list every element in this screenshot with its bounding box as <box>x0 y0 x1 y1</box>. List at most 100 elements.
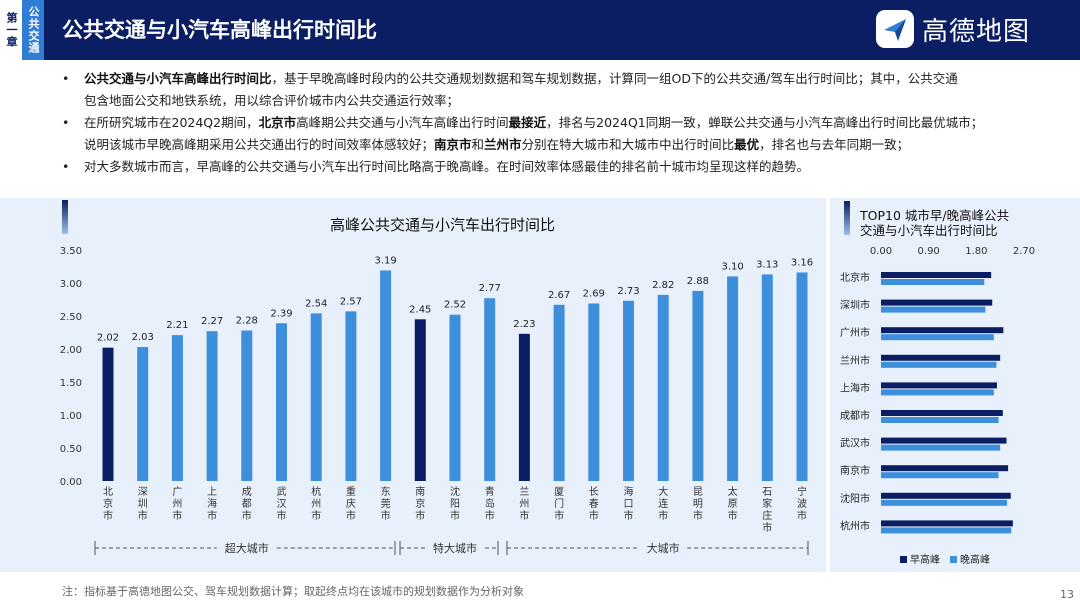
amap-logo-icon <box>876 10 914 48</box>
bar-厦门市 <box>553 304 565 481</box>
bullet-text: 说明该城市早晚高峰期采用公共交通出行的时间效率体感较好； <box>84 137 435 152</box>
bar-石家庄市 <box>761 274 773 481</box>
bullet-item: 在所研究城市在2024Q2期间，北京市高峰期公共交通与小汽车高峰出行时间最接近，… <box>62 112 1032 156</box>
bar-青岛市 <box>484 298 496 481</box>
x-tick-label-char: 市 <box>624 509 634 522</box>
category-label: 北京市 <box>840 271 870 284</box>
bar-value-label: 3.16 <box>791 257 813 268</box>
bar-value-label: 2.27 <box>201 316 223 327</box>
category-label: 上海市 <box>840 381 870 394</box>
bar-早高峰-武汉市 <box>881 437 1007 444</box>
bar-value-label: 2.45 <box>409 304 431 315</box>
bar-大连市 <box>657 294 669 481</box>
bar-value-label: 2.39 <box>270 308 292 319</box>
bar-早高峰-上海市 <box>881 382 997 389</box>
x-tick-label: 0.90 <box>918 246 940 257</box>
x-tick-label-char: 市 <box>519 509 529 522</box>
bullet-bold-text: 兰州市 <box>484 137 522 152</box>
bar-北京市 <box>102 347 114 481</box>
bar-value-label: 3.10 <box>721 261 743 272</box>
x-tick-label-char: 岛 <box>485 497 495 510</box>
bar-晚高峰-武汉市 <box>881 444 1001 451</box>
x-tick-label-char: 市 <box>797 509 807 522</box>
bar-晚高峰-杭州市 <box>881 527 1012 534</box>
x-tick-label-char: 明 <box>693 498 703 510</box>
bar-东莞市 <box>380 270 392 481</box>
bar-早高峰-深圳市 <box>881 299 993 306</box>
x-tick-label-char: 京 <box>415 497 425 510</box>
bar-早高峰-广州市 <box>881 327 1004 334</box>
bar-value-label: 2.73 <box>617 286 639 297</box>
bar-value-label: 3.13 <box>756 259 778 270</box>
legend-label: 早高峰 <box>910 553 940 566</box>
bar-晚高峰-上海市 <box>881 389 994 396</box>
x-tick-label-char: 都 <box>242 498 252 510</box>
x-tick-label-char: 宁 <box>797 485 807 498</box>
x-tick-label-char: 太 <box>728 485 738 498</box>
section-label: 公共交通 <box>27 6 40 54</box>
bar-晚高峰-广州市 <box>881 334 994 341</box>
bar-晚高峰-北京市 <box>881 279 985 285</box>
x-tick-label-char: 市 <box>138 509 148 522</box>
bar-value-label: 2.54 <box>305 298 327 309</box>
bullet-bold-text: 南京市 <box>434 137 472 152</box>
x-tick-label-char: 庆 <box>346 497 356 510</box>
bullet-bold-text: 公共交通与小汽车高峰出行时间比 <box>84 71 272 86</box>
bar-早高峰-成都市 <box>881 410 1003 416</box>
x-tick-label-char: 市 <box>172 509 182 522</box>
bar-晚高峰-成都市 <box>881 417 999 423</box>
x-tick-label-char: 市 <box>450 509 460 522</box>
bullet-text: ，基于早晚高峰时段内的公共交通规划数据和驾车规划数据，计算同一组OD下的公共交通… <box>271 71 958 86</box>
bar-晚高峰-深圳市 <box>881 306 986 313</box>
x-tick-label-char: 春 <box>589 498 599 510</box>
x-tick-label-char: 东 <box>381 485 391 498</box>
category-label: 武汉市 <box>840 437 870 450</box>
x-tick-label-char: 市 <box>693 509 703 522</box>
top10-bar-chart: 0.00 0.90 1.80 2.70 北京市深圳市广州市兰州市上海市成都市武汉市南京市… <box>840 246 1035 566</box>
x-tick-label-char: 市 <box>346 509 356 522</box>
side-chart-title-line1: TOP10 城市早/晚高峰公共 <box>860 208 1010 223</box>
y-tick-label: 0.00 <box>60 477 82 488</box>
bar-value-label: 2.57 <box>340 296 362 307</box>
x-tick-label-char: 家 <box>762 497 772 510</box>
chart-accent-bar <box>62 200 68 234</box>
x-tick-label-char: 莞 <box>381 498 391 510</box>
bar-宁波市 <box>796 272 808 481</box>
chapter-label: 第一章 <box>5 12 18 48</box>
bar-value-label: 2.52 <box>444 300 466 311</box>
x-tick-label-char: 南 <box>415 485 425 498</box>
bar-value-label: 2.77 <box>479 283 501 294</box>
y-tick-label: 1.50 <box>60 378 82 389</box>
bullet-text: 包含地面公交和地铁系统，用以综合评价城市内公共交通运行效率； <box>84 93 460 108</box>
bar-value-label: 2.67 <box>548 290 570 301</box>
x-tick-label-char: 庄 <box>762 509 772 522</box>
footnote: 注：指标基于高德地图公交、驾车规划数据计算；取起终点均在该城市的规划数据作为分析… <box>62 585 524 598</box>
bullet-line: 包含地面公交和地铁系统，用以综合评价城市内公共交通运行效率； <box>84 90 1032 112</box>
bar-杭州市 <box>310 313 322 481</box>
x-tick-label: 2.70 <box>1013 246 1035 257</box>
legend-swatch <box>900 556 907 563</box>
bullet-text: 对大多数城市而言，早高峰的公共交通与小汽车出行时间比略高于晚高峰。在时间效率体感… <box>84 159 810 174</box>
x-tick-label-char: 市 <box>589 509 599 522</box>
category-label: 杭州市 <box>840 519 870 532</box>
y-tick-label: 3.00 <box>60 279 82 290</box>
page-title: 公共交通与小汽车高峰出行时间比 <box>62 18 377 42</box>
y-tick-label: 2.50 <box>60 312 82 323</box>
main-bar-chart: 0.00 0.50 1.00 1.50 2.00 2.50 3.00 3.50 2.02 北京市 2… <box>60 246 813 555</box>
bar-广州市 <box>171 335 183 481</box>
category-label: 广州市 <box>840 326 870 339</box>
side-accent-bar <box>844 201 850 235</box>
x-tick-label-char: 市 <box>658 509 668 522</box>
x-tick-label-char: 成 <box>242 486 252 498</box>
bar-value-label: 2.88 <box>687 276 709 287</box>
bar-value-label: 2.03 <box>132 332 154 343</box>
bullet-item: 对大多数城市而言，早高峰的公共交通与小汽车出行时间比略高于晚高峰。在时间效率体感… <box>62 156 1032 178</box>
x-tick-label-char: 市 <box>311 509 321 522</box>
category-label: 兰州市 <box>840 354 870 367</box>
x-tick-label-char: 市 <box>242 509 252 522</box>
y-tick-label: 2.00 <box>60 345 82 356</box>
amap-logo: 高德地图 <box>876 10 1030 48</box>
x-tick-label-char: 北 <box>103 486 113 498</box>
x-tick-label-char: 长 <box>589 486 599 498</box>
